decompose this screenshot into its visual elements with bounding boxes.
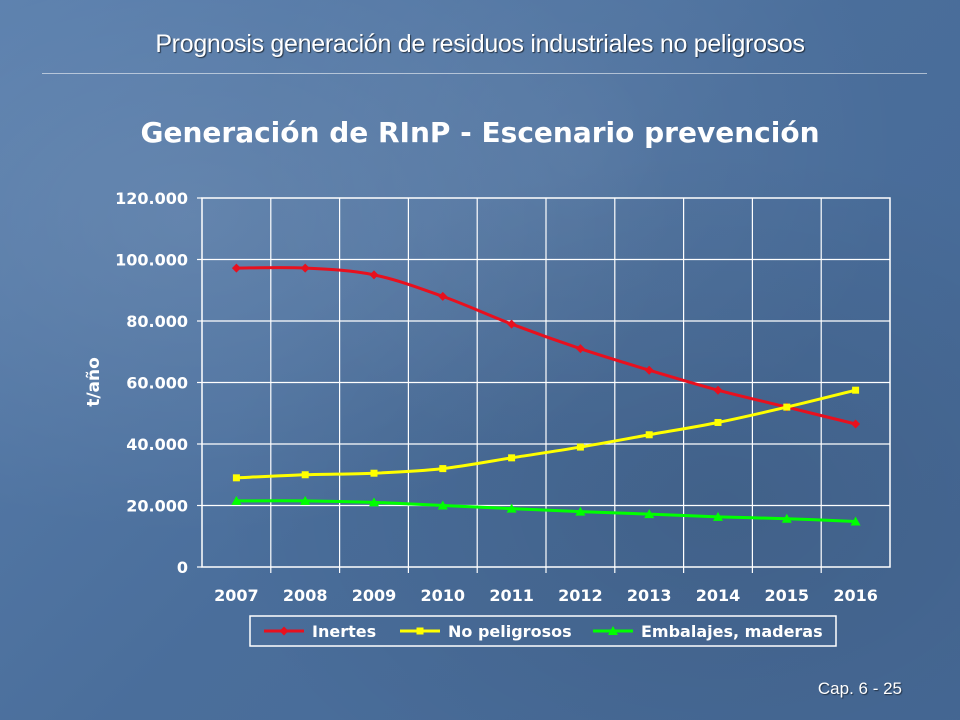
x-tick-label: 2008 <box>283 586 328 605</box>
x-tick-label: 2014 <box>696 586 741 605</box>
series-line-1 <box>236 266 856 426</box>
slide-title: Prognosis generación de residuos industr… <box>155 30 805 58</box>
series-2-point <box>370 469 378 477</box>
legend-label: Inertes <box>312 622 376 641</box>
x-tick-label: 2013 <box>627 586 672 605</box>
series-3-point <box>231 495 242 505</box>
series-2-point <box>852 386 860 394</box>
series-3-point <box>575 506 586 516</box>
chart-title: Generación de RInP - Escenario prevenció… <box>140 116 820 149</box>
y-tick-label: 40.000 <box>126 435 188 454</box>
series-1-point <box>644 365 654 375</box>
x-tick-label: 2010 <box>421 586 466 605</box>
y-axis-label: t/año <box>84 357 104 407</box>
series-1-point <box>507 319 517 329</box>
series-3-point <box>369 497 379 507</box>
series-1-point <box>851 419 861 429</box>
series-1-point <box>438 291 448 301</box>
legend-label: No peligrosos <box>448 622 572 641</box>
series-3-point <box>437 500 448 510</box>
series-3-point <box>713 511 723 521</box>
slide-footer: Cap. 6 - 25 <box>817 679 902 698</box>
title-divider <box>42 73 927 74</box>
series-2-point <box>576 443 584 451</box>
series-1-point <box>300 263 310 273</box>
series-2-point <box>439 465 447 473</box>
x-tick-label: 2015 <box>765 586 810 605</box>
y-tick-label: 100.000 <box>115 251 188 270</box>
legend <box>249 615 837 647</box>
series-2-point <box>783 403 791 411</box>
legend-swatch-marker <box>608 626 618 635</box>
series-2-point <box>301 471 309 479</box>
series-2-point <box>714 418 722 426</box>
x-tick-label: 2016 <box>833 586 878 605</box>
series-3-point <box>644 509 655 519</box>
x-tick-label: 2012 <box>558 586 603 605</box>
series-3-point <box>850 516 861 526</box>
series-1-point <box>575 344 585 354</box>
y-tick-label: 0 <box>177 558 188 577</box>
legend-swatch-marker <box>416 627 424 635</box>
series-1-point <box>713 385 723 395</box>
y-tick-label: 20.000 <box>126 497 188 516</box>
y-tick-label: 60.000 <box>126 374 188 393</box>
series-line-3 <box>236 499 856 523</box>
series-1-point <box>369 270 379 280</box>
x-tick-label: 2009 <box>352 586 397 605</box>
series-2-point <box>508 454 516 462</box>
series-2-point <box>232 474 240 482</box>
y-tick-label: 120.000 <box>115 189 188 208</box>
series-3-point <box>781 513 792 523</box>
series-3-point <box>300 495 311 505</box>
legend-swatch-marker <box>279 626 289 636</box>
x-tick-label: 2007 <box>214 586 259 605</box>
series-3-point <box>506 503 517 513</box>
x-tick-label: 2011 <box>489 586 534 605</box>
y-tick-label: 80.000 <box>126 312 188 331</box>
series-line-2 <box>236 388 856 480</box>
series-2-point <box>645 431 653 439</box>
legend-label: Embalajes, maderas <box>641 622 823 641</box>
series-1-point <box>231 263 241 273</box>
